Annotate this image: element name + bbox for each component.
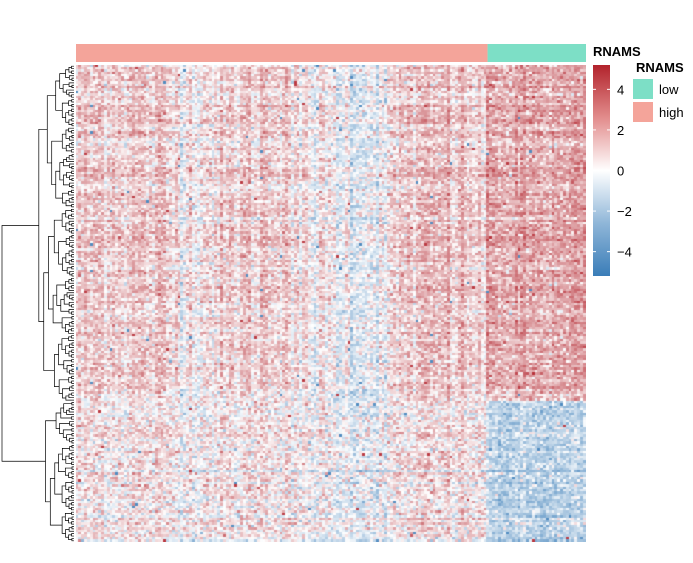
rnams-legend: RNAMS low high: [633, 60, 684, 122]
heatmap-body: [76, 65, 586, 542]
legend-label-low: low: [659, 82, 679, 97]
colorbar-tick-label: 2: [617, 123, 624, 138]
heatmap-cells: [76, 65, 586, 542]
colorbar-tick-label: −4: [617, 245, 632, 260]
rnams-annotation-bar: [76, 44, 586, 62]
colorbar-gradient: [593, 65, 610, 276]
annotation-bar-label: RNAMS: [593, 44, 641, 59]
row-dendrogram: [1, 65, 74, 542]
colorbar-tick-label: −2: [617, 204, 632, 219]
legend-swatch-high: [633, 102, 653, 122]
annotation-segment-high: [76, 44, 488, 62]
annotation-segment-low: [487, 44, 586, 62]
colorbar-tick-label: 4: [617, 82, 624, 97]
colorbar-tick-label: 0: [617, 164, 624, 179]
legend-label-high: high: [659, 105, 684, 120]
legend-swatch-low: [633, 79, 653, 99]
colorbar: 4 2 0 −2 −4: [593, 65, 632, 276]
legend-title: RNAMS: [636, 60, 684, 75]
